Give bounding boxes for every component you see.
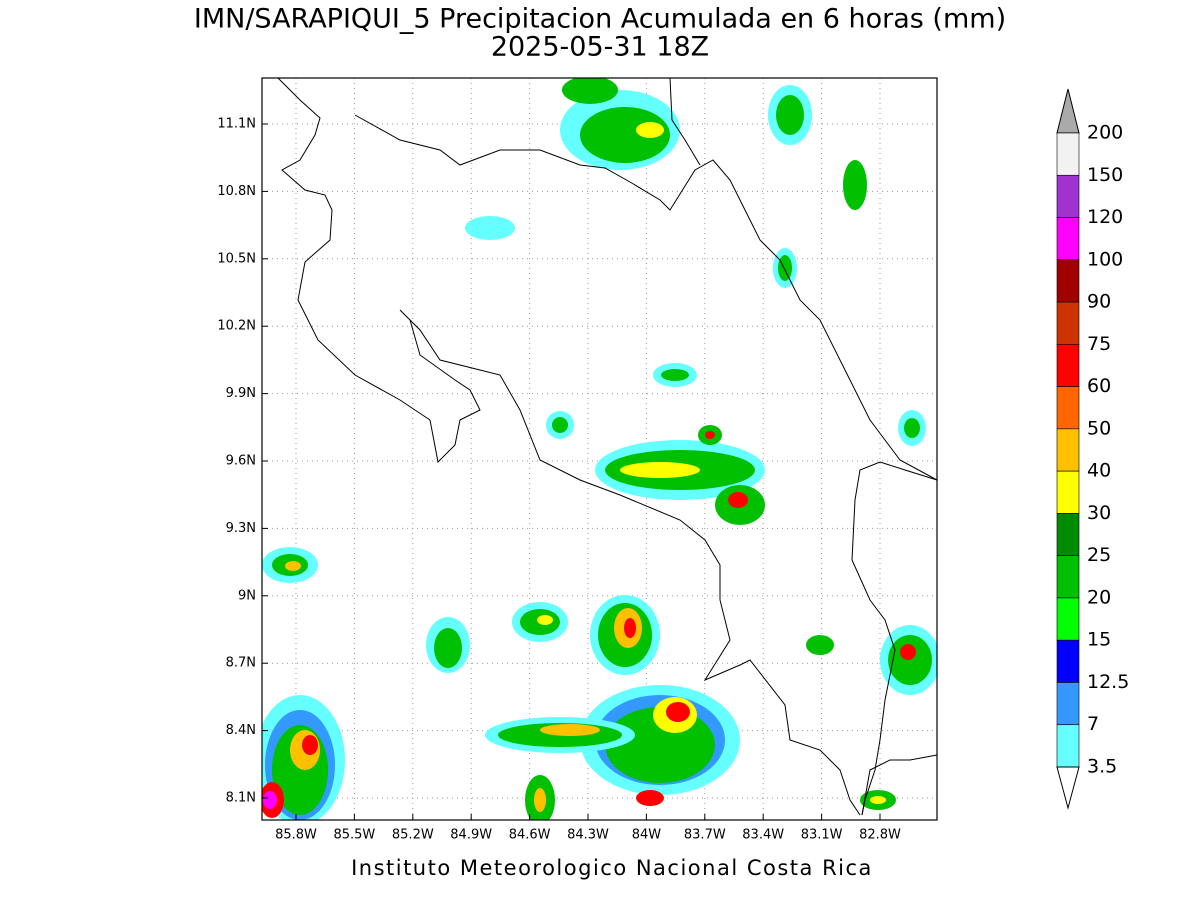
- rain-cell: [768, 85, 812, 288]
- colorbar-label: 20: [1087, 586, 1111, 608]
- colorbar-box: [1056, 724, 1080, 768]
- colorbar-label: 30: [1087, 502, 1111, 524]
- colorbar-box: [1056, 597, 1080, 641]
- x-tick-label: 84.9W: [450, 828, 492, 843]
- subtitle: 2025-05-31 18Z: [491, 32, 709, 63]
- axes: 85.8W 85.5W 85.2W 84.9W 84.6W 84.3W 84W 83.7W 83…: [217, 117, 901, 843]
- colorbar-box: [1056, 174, 1080, 218]
- rain-cell: [426, 617, 470, 673]
- coastlines: [277, 77, 938, 816]
- rain-cell: [580, 685, 740, 806]
- colorbar-label: 15: [1087, 629, 1111, 651]
- colorbar-over: [1056, 88, 1080, 134]
- rain-cell: [262, 547, 318, 583]
- rain-cell: [485, 717, 635, 753]
- x-tick-label: 85.5W: [333, 828, 375, 843]
- y-tick-label: 10.2N: [217, 319, 256, 334]
- colorbar-box: [1056, 132, 1080, 176]
- colorbar-box: [1056, 470, 1080, 514]
- rain-cell: [590, 595, 660, 675]
- footer: Instituto Meteorologico Nacional Costa R…: [351, 856, 873, 880]
- coastline: [669, 77, 701, 166]
- colorbar-under: [1056, 766, 1080, 810]
- rain-cell: [880, 410, 937, 695]
- colorbar-label: 7: [1087, 713, 1099, 735]
- colorbar-label: 60: [1087, 375, 1111, 397]
- y-tick-label: 8.1N: [226, 791, 256, 806]
- precip-field: [262, 78, 937, 820]
- colorbar-label: 3.5: [1087, 756, 1117, 778]
- y-tick-label: 9.6N: [226, 454, 256, 469]
- map-frame: [261, 77, 938, 821]
- colorbar-box: [1056, 301, 1080, 345]
- x-tick-label: 85.2W: [392, 828, 434, 843]
- colorbar-label: 12.5: [1087, 671, 1129, 693]
- colorbar-label: 120: [1087, 206, 1123, 228]
- colorbar-label: 25: [1087, 544, 1111, 566]
- colorbar-box: [1056, 259, 1080, 303]
- border: [854, 461, 938, 501]
- rain-cell: [465, 160, 896, 820]
- colorbar-label: 150: [1087, 164, 1123, 186]
- title: IMN/SARAPIQUI_5 Precipitacion Acumulada …: [194, 4, 1006, 35]
- y-tick-label: 8.4N: [226, 723, 256, 738]
- x-tick-label: 84W: [632, 828, 662, 843]
- rain-cell: [595, 440, 765, 525]
- y-tick-label: 11.1N: [217, 117, 256, 132]
- coastline: [277, 77, 861, 816]
- x-tick-label: 84.6W: [509, 828, 551, 843]
- y-tick-label: 9N: [238, 588, 256, 603]
- x-tick-label: 84.3W: [567, 828, 609, 843]
- colorbar-label: 50: [1087, 417, 1111, 439]
- rain-cell: [512, 602, 568, 642]
- colorbar-box: [1056, 513, 1080, 556]
- coastline: [861, 754, 938, 816]
- colorbar: 200 150 120 100 90 75 60 50 40 30 25 20 15 12.5 7 3.5: [1056, 88, 1129, 810]
- rain-cell: [560, 78, 680, 170]
- x-tick-label: 83.1W: [801, 828, 843, 843]
- y-tick-label: 9.9N: [226, 386, 256, 401]
- colorbar-box: [1056, 386, 1080, 430]
- colorbar-label: 75: [1087, 333, 1111, 355]
- y-tick-label: 10.5N: [217, 251, 256, 266]
- coastline: [851, 499, 896, 816]
- colorbar-box: [1056, 217, 1080, 261]
- colorbar-label: 100: [1087, 248, 1123, 270]
- y-tick-label: 8.7N: [226, 656, 256, 671]
- x-tick-label: 85.8W: [275, 828, 317, 843]
- colorbar-label: 90: [1087, 291, 1111, 313]
- colorbar-label: 200: [1087, 122, 1123, 144]
- colorbar-box: [1056, 639, 1080, 683]
- x-tick-label: 82.8W: [859, 828, 901, 843]
- rain-cell: [262, 695, 345, 820]
- border: [354, 114, 938, 481]
- colorbar-box: [1056, 428, 1080, 472]
- x-tick-label: 83.4W: [742, 828, 784, 843]
- y-tick-label: 9.3N: [226, 521, 256, 536]
- colorbar-box: [1056, 682, 1080, 726]
- x-tick-label: 83.7W: [684, 828, 726, 843]
- colorbar-box: [1056, 555, 1080, 599]
- y-tick-label: 10.8N: [217, 184, 256, 199]
- colorbar-label: 40: [1087, 460, 1111, 482]
- colorbar-box: [1056, 344, 1080, 387]
